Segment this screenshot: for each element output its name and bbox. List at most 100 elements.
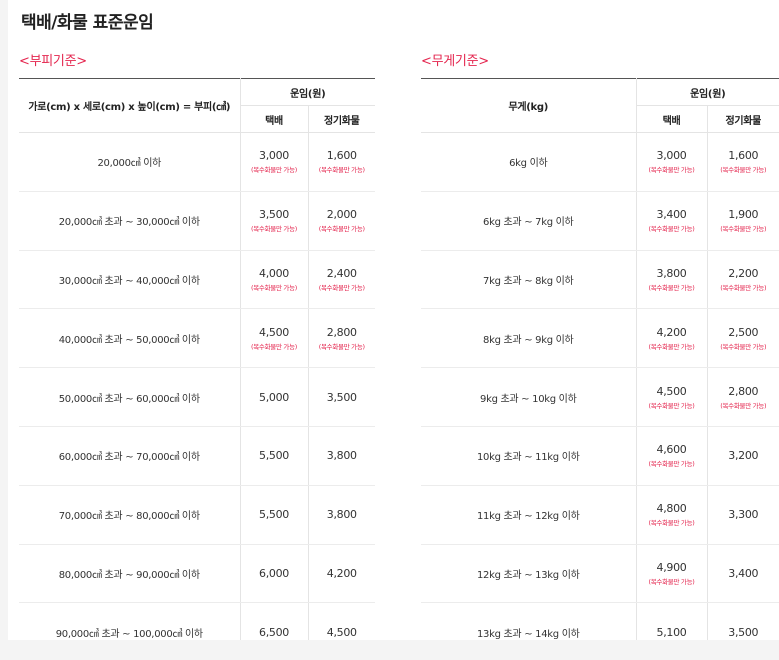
freight-price-cell: 3,400 <box>707 544 779 604</box>
freight-price-cell: 3,300 <box>707 485 779 545</box>
table-row: 20,000㎤ 이하 3,000 (복수화물만 가능) 1,600 (복수화물만 가능) <box>19 132 375 192</box>
parcel-price-cell: 4,800 (복수화물만 가능) <box>636 485 708 545</box>
freight-note: (복수화물만 가능) <box>318 166 365 175</box>
table-row: 70,000㎤ 초과 ~ 80,000㎤ 이하 5,500 3,800 <box>19 485 375 545</box>
freight-price-cell: 4,200 <box>308 544 375 604</box>
weight-section: <무게기준> 무게(kg) 운임(원) 택배 정기화물 6kg 이하 3,000 (… <box>421 50 779 640</box>
range-cell: 8kg 초과 ~ 9kg 이하 <box>421 308 637 369</box>
parcel-price: 4,200 <box>656 325 687 339</box>
weight-freight-header: 정기화물 <box>707 105 779 133</box>
volume-section-title: <부피기준> <box>19 54 87 69</box>
range-cell: 90,000㎤ 초과 ~ 100,000㎤ 이하 <box>19 602 241 640</box>
freight-price: 2,800 <box>728 384 759 398</box>
freight-note: (복수화물만 가능) <box>720 342 767 351</box>
range-cell: 20,000㎤ 이하 <box>19 132 241 192</box>
freight-price: 2,800 <box>326 325 357 339</box>
range-cell: 13kg 초과 ~ 14kg 이하 <box>421 602 637 640</box>
freight-price-cell: 2,800 (복수화물만 가능) <box>308 308 375 369</box>
freight-price: 4,500 <box>326 625 357 639</box>
parcel-note: (복수화물만 가능) <box>251 283 297 292</box>
volume-fare-table: 가로(cm) x 세로(cm) x 높이(cm) = 부피(㎤) 운임(원) 택… <box>19 78 375 640</box>
parcel-note: (복수화물만 가능) <box>648 225 695 234</box>
range-cell: 12kg 초과 ~ 13kg 이하 <box>421 544 637 604</box>
table-row: 50,000㎤ 초과 ~ 60,000㎤ 이하 5,000 3,500 <box>19 367 375 427</box>
table-row: 20,000㎤ 초과 ~ 30,000㎤ 이하 3,500 (복수화물만 가능) 2,… <box>19 191 375 251</box>
table-row: 6kg 초과 ~ 7kg 이하 3,400 (복수화물만 가능) 1,900 (복수화물… <box>421 191 779 251</box>
parcel-price-cell: 6,500 <box>240 602 309 640</box>
freight-price: 3,800 <box>326 508 357 522</box>
parcel-note: (복수화물만 가능) <box>251 225 297 234</box>
table-row: 80,000㎤ 초과 ~ 90,000㎤ 이하 6,000 4,200 <box>19 544 375 604</box>
parcel-price: 5,100 <box>656 625 687 639</box>
volume-fare-header: 운임(원) <box>240 78 375 106</box>
volume-table-body: 20,000㎤ 이하 3,000 (복수화물만 가능) 1,600 (복수화물만 가능)… <box>19 132 375 640</box>
freight-price-cell: 1,600 (복수화물만 가능) <box>308 132 375 192</box>
weight-fare-table: 무게(kg) 운임(원) 택배 정기화물 6kg 이하 3,000 (복수화물만 가… <box>421 78 779 640</box>
freight-price-cell: 4,500 <box>308 602 375 640</box>
table-row: 6kg 이하 3,000 (복수화물만 가능) 1,600 (복수화물만 가능) <box>421 132 779 192</box>
freight-price-cell: 2,500 (복수화물만 가능) <box>707 308 779 369</box>
table-row: 11kg 초과 ~ 12kg 이하 4,800 (복수화물만 가능) 3,300 <box>421 485 779 545</box>
freight-price-cell: 2,400 (복수화물만 가능) <box>308 250 375 310</box>
weight-table-body: 6kg 이하 3,000 (복수화물만 가능) 1,600 (복수화물만 가능) 6kg … <box>421 132 779 640</box>
parcel-price: 4,600 <box>656 443 687 457</box>
table-row: 40,000㎤ 초과 ~ 50,000㎤ 이하 4,500 (복수화물만 가능) 2,… <box>19 308 375 369</box>
table-row: 60,000㎤ 초과 ~ 70,000㎤ 이하 5,500 3,800 <box>19 426 375 486</box>
table-row: 12kg 초과 ~ 13kg 이하 4,900 (복수화물만 가능) 3,400 <box>421 544 779 604</box>
range-cell: 6kg 초과 ~ 7kg 이하 <box>421 191 637 251</box>
freight-price: 2,400 <box>326 266 357 280</box>
range-cell: 9kg 초과 ~ 10kg 이하 <box>421 367 637 427</box>
table-row: 30,000㎤ 초과 ~ 40,000㎤ 이하 4,000 (복수화물만 가능) 2,… <box>19 250 375 310</box>
range-cell: 70,000㎤ 초과 ~ 80,000㎤ 이하 <box>19 485 241 545</box>
parcel-price: 6,000 <box>259 566 289 580</box>
parcel-note: (복수화물만 가능) <box>648 577 695 586</box>
parcel-note: (복수화물만 가능) <box>648 519 695 528</box>
freight-price: 4,200 <box>326 566 357 580</box>
parcel-price: 5,000 <box>259 390 289 404</box>
freight-price: 3,400 <box>728 566 759 580</box>
parcel-price: 4,000 <box>259 266 289 280</box>
parcel-note: (복수화물만 가능) <box>648 283 695 292</box>
table-row: 13kg 초과 ~ 14kg 이하 5,100 3,500 <box>421 602 779 640</box>
weight-section-title: <무게기준> <box>421 54 489 69</box>
parcel-price: 3,400 <box>656 208 687 222</box>
freight-price-cell: 1,900 (복수화물만 가능) <box>707 191 779 251</box>
freight-note: (복수화물만 가능) <box>720 283 767 292</box>
page-container: 택배/화물 표준운임 <부피기준> 가로(cm) x 세로(cm) x 높이(c… <box>8 0 779 640</box>
range-cell: 7kg 초과 ~ 8kg 이하 <box>421 250 637 310</box>
freight-note: (복수화물만 가능) <box>720 401 767 410</box>
table-row: 8kg 초과 ~ 9kg 이하 4,200 (복수화물만 가능) 2,500 (복수화물… <box>421 308 779 369</box>
parcel-price: 4,800 <box>656 502 687 516</box>
freight-price: 1,600 <box>326 149 357 163</box>
range-cell: 20,000㎤ 초과 ~ 30,000㎤ 이하 <box>19 191 241 251</box>
parcel-price-cell: 4,500 (복수화물만 가능) <box>636 367 708 427</box>
parcel-price-cell: 3,500 (복수화물만 가능) <box>240 191 309 251</box>
freight-price: 3,300 <box>728 508 759 522</box>
volume-range-header: 가로(cm) x 세로(cm) x 높이(cm) = 부피(㎤) <box>19 78 241 133</box>
freight-price-cell: 3,500 <box>707 602 779 640</box>
range-cell: 6kg 이하 <box>421 132 637 192</box>
parcel-price-cell: 5,000 <box>240 367 309 427</box>
range-cell: 10kg 초과 ~ 11kg 이하 <box>421 426 637 486</box>
freight-price: 2,200 <box>728 266 759 280</box>
volume-section: <부피기준> 가로(cm) x 세로(cm) x 높이(cm) = 부피(㎤) … <box>19 50 375 640</box>
parcel-price-cell: 3,000 (복수화물만 가능) <box>636 132 708 192</box>
volume-parcel-header: 택배 <box>240 105 309 133</box>
freight-note: (복수화물만 가능) <box>318 225 365 234</box>
freight-price-cell: 2,000 (복수화물만 가능) <box>308 191 375 251</box>
parcel-price-cell: 3,800 (복수화물만 가능) <box>636 250 708 310</box>
weight-fare-header: 운임(원) <box>636 78 779 106</box>
freight-note: (복수화물만 가능) <box>720 225 767 234</box>
freight-price-cell: 3,500 <box>308 367 375 427</box>
parcel-price: 3,000 <box>259 149 289 163</box>
parcel-price-cell: 4,900 (복수화물만 가능) <box>636 544 708 604</box>
table-row: 10kg 초과 ~ 11kg 이하 4,600 (복수화물만 가능) 3,200 <box>421 426 779 486</box>
parcel-note: (복수화물만 가능) <box>648 401 695 410</box>
parcel-price: 4,500 <box>259 325 289 339</box>
freight-price: 3,800 <box>326 449 357 463</box>
parcel-price-cell: 3,000 (복수화물만 가능) <box>240 132 309 192</box>
parcel-note: (복수화물만 가능) <box>648 460 695 469</box>
parcel-note: (복수화물만 가능) <box>648 166 695 175</box>
freight-price: 3,500 <box>728 625 759 639</box>
range-cell: 11kg 초과 ~ 12kg 이하 <box>421 485 637 545</box>
